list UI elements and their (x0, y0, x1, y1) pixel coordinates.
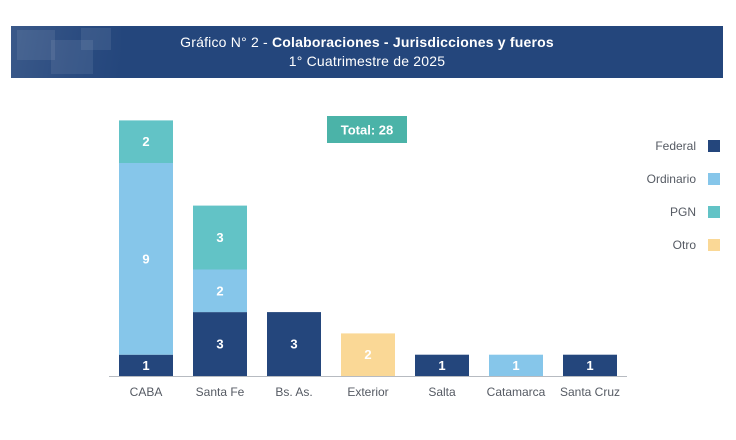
data-label-ordinario-5: 1 (512, 358, 519, 373)
data-label-ordinario-1: 2 (216, 283, 223, 298)
x-tick-label-6: Santa Cruz (560, 385, 620, 399)
legend-label-otro: Otro (672, 238, 696, 252)
legend-label-ordinario: Ordinario (646, 172, 696, 186)
chart-subtitle: 1° Cuatrimestre de 2025 (288, 53, 446, 69)
chart-title-prefix: Gráfico N° 2 - (180, 34, 272, 50)
bar-federal-6 (563, 354, 617, 376)
data-label-pgn-1: 3 (216, 230, 223, 245)
banner-decoration (11, 26, 121, 78)
x-tick-label-2: Bs. As. (275, 385, 312, 399)
legend-label-federal: Federal (655, 139, 696, 153)
bar-ordinario-1 (193, 269, 247, 313)
bar-federal-0 (119, 354, 173, 376)
bar-federal-1 (193, 312, 247, 376)
bar-otro-3 (341, 333, 395, 376)
legend-label-pgn: PGN (669, 205, 696, 219)
bar-federal-2 (267, 312, 321, 376)
data-label-federal-0: 1 (142, 358, 149, 373)
data-label-federal-2: 3 (290, 337, 297, 352)
legend-swatch-federal (708, 140, 720, 152)
data-label-ordinario-0: 9 (142, 251, 149, 266)
x-tick-label-4: Salta (428, 385, 456, 399)
chart-title: Gráfico N° 2 - Colaboraciones - Jurisdic… (11, 34, 723, 50)
legend-swatch-pgn (708, 206, 720, 218)
chart-title-main: Colaboraciones - Jurisdicciones y fueros (271, 34, 554, 50)
bar-federal-4 (415, 354, 469, 376)
total-badge (327, 116, 407, 143)
bar-ordinario-0 (119, 163, 173, 355)
legend-swatch-ordinario (708, 173, 720, 185)
x-tick-label-0: CABA (130, 385, 163, 399)
legend-swatch-otro (708, 239, 720, 251)
bar-ordinario-5 (489, 354, 543, 376)
legend-item-otro: Otro (673, 237, 720, 253)
x-tick-label-1: Santa Fe (196, 385, 245, 399)
legend-item-ordinario: Ordinario (647, 171, 720, 187)
title-banner: Gráfico N° 2 - Colaboraciones - Jurisdic… (11, 26, 723, 78)
x-tick-label-3: Exterior (347, 385, 388, 399)
x-tick-label-5: Catamarca (487, 385, 546, 399)
legend-item-federal: Federal (655, 138, 720, 154)
data-label-federal-1: 3 (216, 337, 223, 352)
data-label-otro-3: 2 (364, 347, 371, 362)
bar-pgn-1 (193, 205, 247, 270)
data-label-federal-4: 1 (438, 358, 445, 373)
bar-pgn-0 (119, 120, 173, 163)
legend-item-pgn: PGN (670, 204, 720, 220)
data-label-federal-6: 1 (586, 358, 593, 373)
total-badge-label: Total: 28 (341, 123, 394, 138)
data-label-pgn-0: 2 (142, 134, 149, 149)
